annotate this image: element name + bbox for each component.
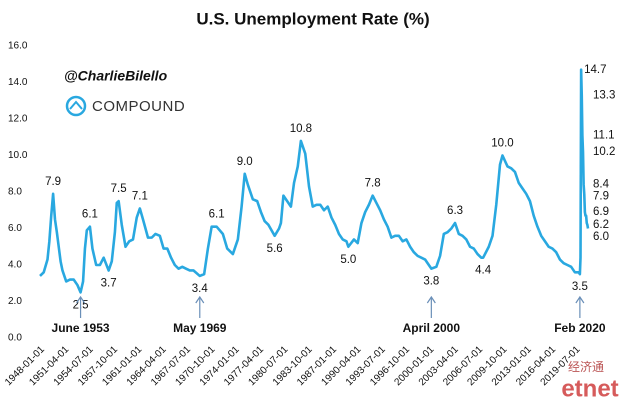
data-label: 3.7: [101, 278, 117, 290]
data-label: 9.0: [237, 156, 253, 168]
data-label: 6.0: [593, 231, 609, 243]
brand: COMPOUND: [92, 98, 185, 115]
data-label: 10.0: [491, 138, 513, 150]
line: [39, 68, 590, 294]
y-tick-label: 14.0: [8, 77, 28, 88]
y-tick-label: 16.0: [8, 41, 28, 52]
y-tick-label: 4.0: [8, 260, 22, 271]
y-tick-label: 6.0: [8, 223, 22, 234]
data-label: 7.9: [45, 176, 61, 188]
y-tick-label: 12.0: [8, 114, 28, 125]
data-label: 6.9: [593, 206, 609, 218]
logo-ring: [65, 95, 87, 117]
data-label: 6.1: [209, 209, 225, 221]
handle: @CharlieBilello: [64, 68, 168, 84]
y-tick-label: 2.0: [8, 296, 22, 307]
data-label: 7.9: [593, 191, 609, 203]
data-label: 13.3: [593, 89, 615, 101]
data-label: 6.1: [82, 209, 98, 221]
data-label: 7.1: [132, 190, 148, 202]
watermark: 经济通: [568, 359, 604, 374]
data-label: 10.2: [593, 146, 615, 158]
brand-logo: [65, 95, 87, 117]
data-label: 3.4: [192, 283, 209, 295]
data-label: 10.8: [290, 123, 312, 135]
data-label: 6.3: [447, 205, 463, 217]
data-label: 7.5: [111, 183, 127, 195]
watermark: etnet: [561, 375, 618, 402]
y-tick-label: 0.0: [8, 333, 22, 344]
data-label: 8.4: [593, 179, 610, 191]
chart-title: U.S. Unemployment Rate (%): [196, 9, 429, 28]
callout-arrowhead: [76, 295, 86, 304]
callout-arrowhead: [426, 295, 436, 304]
y-tick-label: 10.0: [8, 150, 28, 161]
data-label: 5.6: [267, 243, 283, 255]
callout: June 1953: [52, 321, 110, 335]
callout: April 2000: [403, 321, 461, 335]
y-tick-label: 8.0: [8, 187, 22, 198]
logo-mark: [69, 100, 83, 110]
data-label: 5.0: [340, 254, 356, 266]
callout-arrowhead: [575, 295, 585, 304]
callout: Feb 2020: [554, 321, 606, 335]
data-label: 7.8: [365, 178, 381, 190]
data-label: 6.2: [593, 219, 609, 231]
data-label: 4.4: [475, 265, 492, 277]
callout: May 1969: [173, 321, 227, 335]
data-label: 3.8: [423, 276, 439, 288]
callout-arrowhead: [195, 295, 205, 304]
data-label: 14.7: [584, 64, 606, 76]
data-label: 11.1: [593, 129, 615, 141]
data-label: 3.5: [572, 281, 588, 293]
